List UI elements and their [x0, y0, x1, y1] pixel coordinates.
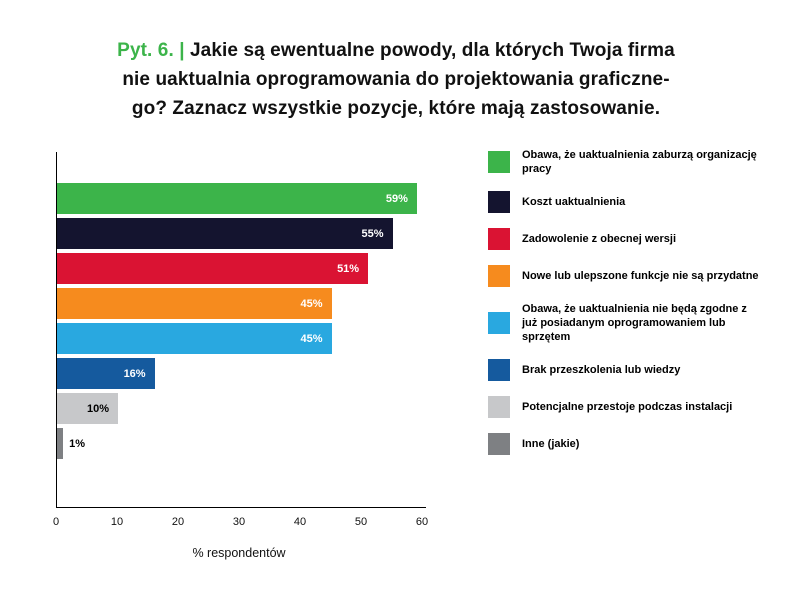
legend-swatch — [488, 396, 510, 418]
question-number: Pyt. 6. | — [117, 40, 191, 61]
legend-swatch — [488, 228, 510, 250]
legend-swatch — [488, 312, 510, 334]
bars-group: 59% 55% 51% 45% 45% 16% 10% 1% — [57, 183, 502, 463]
legend-item-6: Potencjalne przestoje podczas instalacji — [488, 396, 772, 418]
legend-item-2: Zadowolenie z obecnej wersji — [488, 228, 772, 250]
title-line-2: nie uaktualnia oprogramowania do projekt… — [122, 69, 670, 90]
bar-4: 45% — [57, 323, 332, 354]
legend-label: Nowe lub ulepszone funkcje nie są przyda… — [522, 270, 759, 282]
title-line-1: Pyt. 6. | Jakie są ewentualne powody, dl… — [0, 36, 792, 65]
bar-row: 51% — [57, 253, 502, 284]
legend-label: Zadowolenie z obecnej wersji — [522, 233, 677, 245]
legend-swatch — [488, 265, 510, 287]
bar-value-label: 55% — [361, 227, 384, 240]
legend-swatch — [488, 151, 510, 173]
legend-label: Koszt uaktualnienia — [522, 196, 626, 208]
legend-swatch — [488, 359, 510, 381]
bar-5: 16% — [57, 358, 155, 389]
x-tick-label: 60 — [415, 516, 429, 528]
legend-label: Obawa, że uaktualnienia nie będą zgodne … — [522, 303, 747, 343]
bar-2: 51% — [57, 253, 369, 284]
legend-label: Potencjalne przestoje podczas instalacji — [522, 401, 733, 413]
bar-row: 1% — [57, 428, 502, 459]
legend-item-4: Obawa, że uaktualnienia nie będą zgodne … — [488, 302, 772, 344]
bar-value-label: 16% — [123, 367, 146, 380]
legend-label: Obawa, że uaktualnienia zaburzą organiza… — [522, 149, 757, 175]
bar-3: 45% — [57, 288, 332, 319]
bar-6: 10% — [57, 393, 118, 424]
x-axis-line — [56, 507, 426, 508]
bar-row: 10% — [57, 393, 502, 424]
bar-value-label: 10% — [86, 402, 109, 415]
bar-row: 59% — [57, 183, 502, 214]
bar-row: 45% — [57, 323, 502, 354]
legend-label: Brak przeszkolenia lub wiedzy — [522, 364, 681, 376]
bar-7: 1% — [57, 428, 85, 459]
title-line-3: go? Zaznacz wszystkie pozycje, które maj… — [131, 98, 661, 119]
x-tick-label: 10 — [110, 516, 124, 528]
bar-row: 16% — [57, 358, 502, 389]
x-axis-title: % respondentów — [192, 546, 286, 560]
bar-value-label: 1% — [69, 437, 85, 450]
legend-item-3: Nowe lub ulepszone funkcje nie są przyda… — [488, 265, 772, 287]
legend-item-0: Obawa, że uaktualnienia zaburzą organiza… — [488, 148, 772, 176]
x-tick-label: 20 — [171, 516, 185, 528]
legend-label: Inne (jakie) — [522, 438, 580, 450]
bar-row: 55% — [57, 218, 502, 249]
bar-0: 59% — [57, 183, 417, 214]
legend-item-7: Inne (jakie) — [488, 433, 772, 455]
bar-chart-plot-area: 59% 55% 51% 45% 45% 16% 10% 1% 0 10 20 30 40 50 60 % … — [53, 152, 428, 560]
title-line-1-text: Jakie są ewentualne powody, dla których … — [190, 40, 675, 61]
x-tick-label: 50 — [354, 516, 368, 528]
bar-value-label: 45% — [300, 297, 323, 310]
x-tick-label: 40 — [293, 516, 307, 528]
bar-value-label: 45% — [300, 332, 323, 345]
bar-value-label: 59% — [385, 192, 408, 205]
bar-row: 45% — [57, 288, 502, 319]
legend-item-1: Koszt uaktualnienia — [488, 191, 772, 213]
bar-value-label: 51% — [337, 262, 360, 275]
legend-swatch — [488, 433, 510, 455]
bar-1: 55% — [57, 218, 393, 249]
x-tick-label: 0 — [52, 516, 60, 528]
x-tick-label: 30 — [232, 516, 246, 528]
x-tick-labels: 0 10 20 30 40 50 60 — [52, 508, 428, 528]
legend-swatch — [488, 191, 510, 213]
chart-title: Pyt. 6. | Jakie są ewentualne powody, dl… — [0, 36, 792, 123]
y-axis-line — [56, 152, 57, 508]
legend-item-5: Brak przeszkolenia lub wiedzy — [488, 359, 772, 381]
legend: Obawa, że uaktualnienia zaburzą organiza… — [488, 148, 772, 455]
